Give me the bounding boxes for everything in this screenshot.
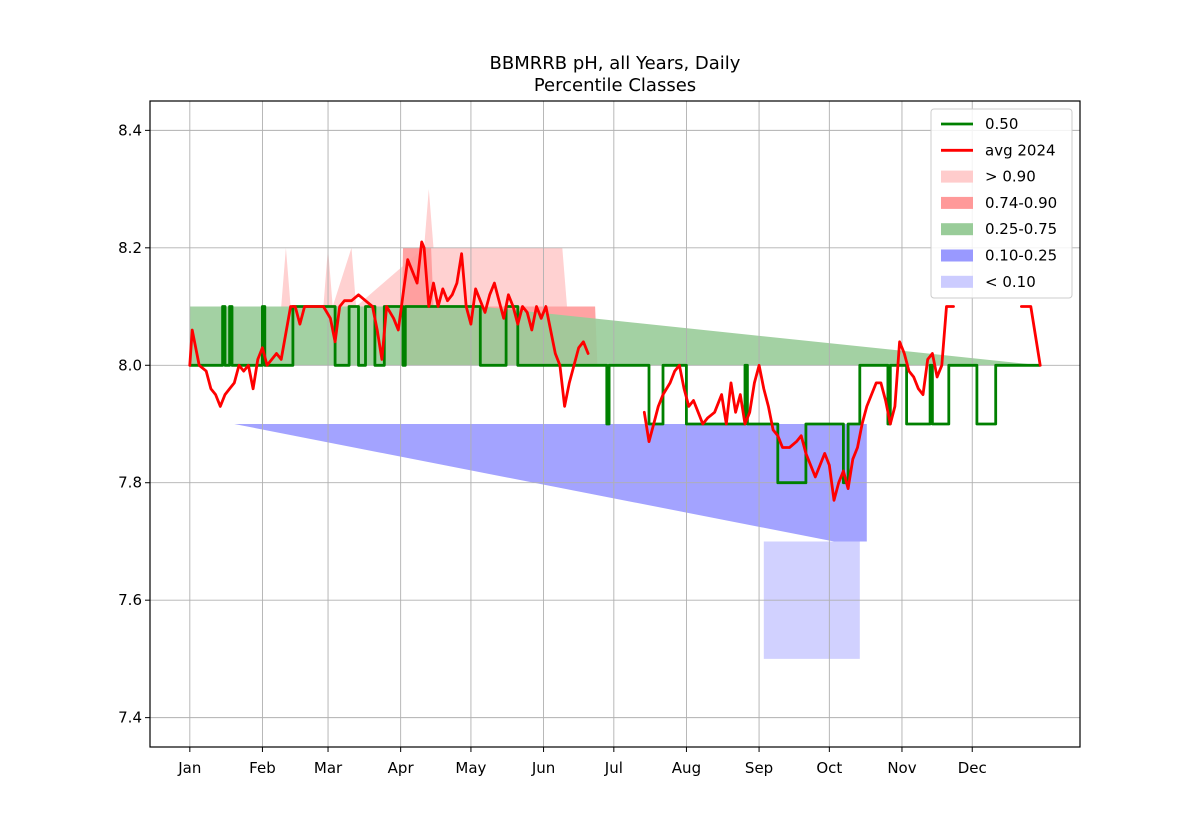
legend-patch-2	[941, 170, 973, 183]
legend-label-2: > 0.90	[985, 168, 1036, 186]
series-line-avg-2024-segment-2	[1020, 305, 1042, 367]
x-tick-label: Feb	[249, 759, 276, 777]
legend-label-6: < 0.10	[985, 273, 1036, 291]
legend-label-1: avg 2024	[985, 141, 1056, 159]
legend-label-0: 0.50	[985, 115, 1018, 133]
plot-frame	[149, 100, 1081, 748]
y-tick-label: 7.8	[118, 474, 142, 492]
chart-subtitle: Percentile Classes	[534, 75, 696, 96]
gridlines	[150, 101, 1080, 747]
y-tick-label: 8.2	[118, 239, 142, 257]
x-tick-label: Nov	[887, 759, 916, 777]
y-tick-label: 8.4	[118, 121, 142, 139]
x-tick-label: Jun	[531, 759, 555, 777]
x-tick-label: Jul	[604, 759, 623, 777]
y-tick-label: 7.4	[118, 709, 142, 727]
axis-ticks: Jan Feb Mar Apr May Jun Jul Aug Sep Oct Nov Dec 7.4 7…	[118, 121, 987, 777]
y-tick-label: 7.6	[118, 591, 142, 609]
x-tick-label: Mar	[314, 759, 343, 777]
band-0	[189, 189, 1041, 307]
x-tick-label: Dec	[958, 759, 987, 777]
series-lines	[188, 240, 1042, 502]
x-tick-label: Jan	[177, 759, 201, 777]
series-line-avg-2024-segment-1	[642, 305, 955, 502]
series-line-avg-2024-segment-0	[188, 240, 590, 408]
chart-title: BBMRRB pH, all Years, Daily	[490, 53, 741, 74]
legend-label-3: 0.74-0.90	[985, 194, 1057, 212]
x-tick-label: Oct	[816, 759, 842, 777]
legend-patch-5	[941, 249, 973, 262]
x-tick-label: May	[455, 759, 486, 777]
x-tick-label: Aug	[672, 759, 701, 777]
legend-label-4: 0.25-0.75	[985, 220, 1057, 238]
legend-patch-6	[941, 275, 973, 288]
legend-patch-4	[941, 223, 973, 236]
x-tick-label: Apr	[388, 759, 415, 777]
legend-label-5: 0.10-0.25	[985, 247, 1057, 265]
y-tick-label: 8.0	[118, 356, 142, 374]
x-tick-label: Sep	[745, 759, 773, 777]
legend-patch-3	[941, 196, 973, 209]
legend: 0.50 avg 2024 > 0.90 0.74-0.90 0.25-0.75 0.10…	[930, 108, 1073, 299]
